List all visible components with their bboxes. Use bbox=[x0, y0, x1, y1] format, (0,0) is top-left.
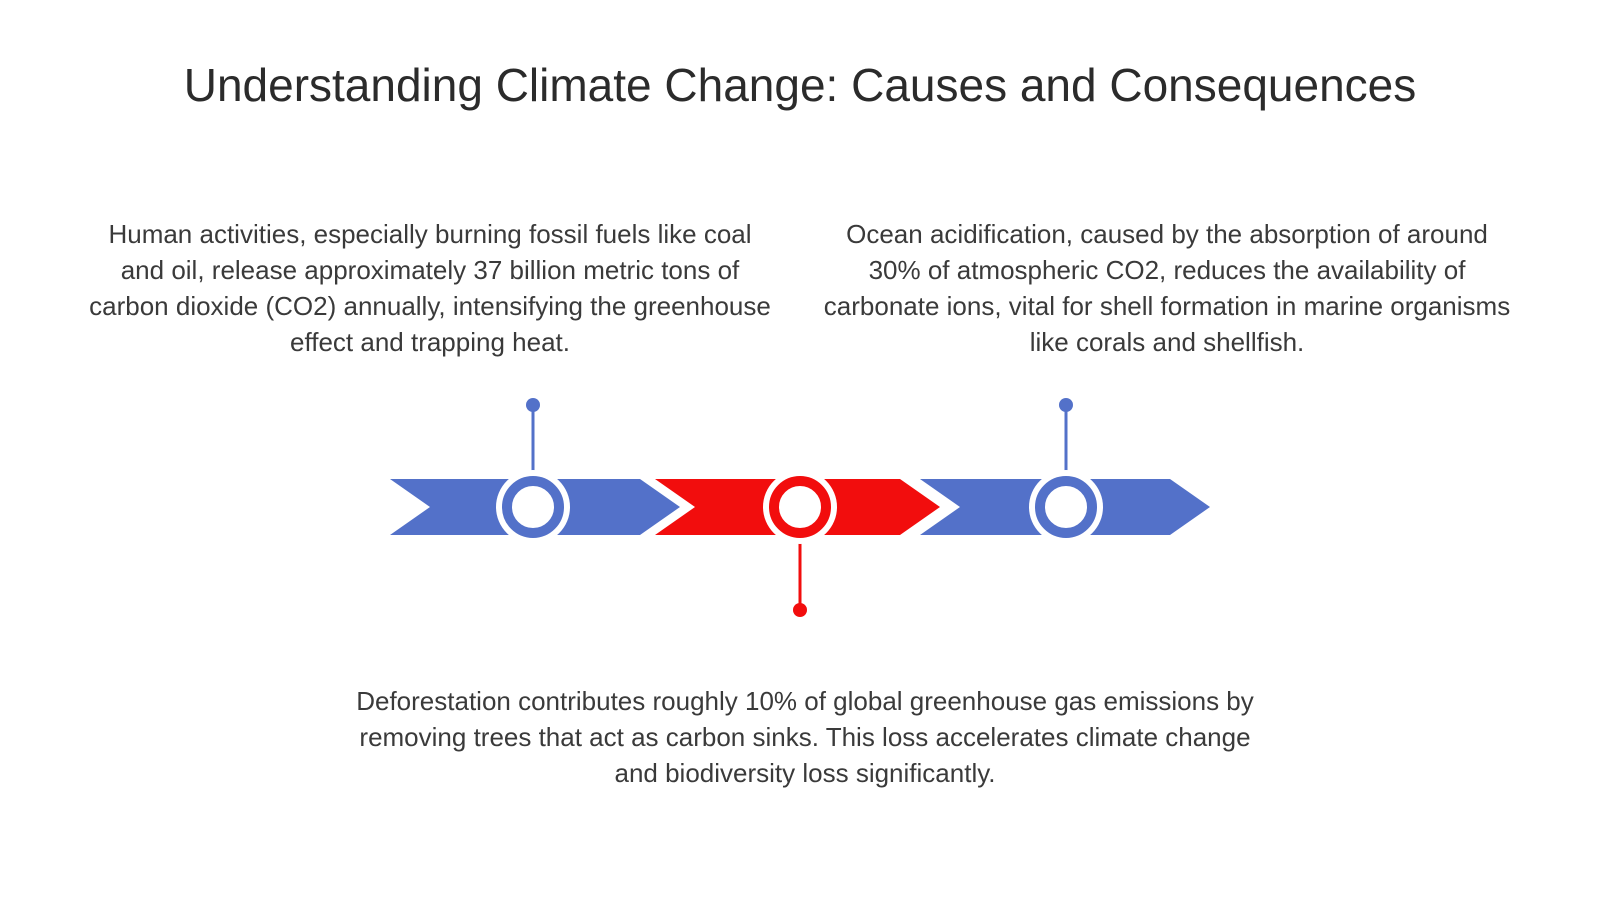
node bbox=[502, 476, 564, 538]
pin-dot bbox=[793, 603, 807, 617]
slide-title: Understanding Climate Change: Causes and… bbox=[183, 59, 1417, 111]
item-text: Human activities, especially burning fos… bbox=[89, 219, 771, 357]
pin-dot bbox=[1059, 398, 1073, 412]
item-text: Ocean acidification, caused by the absor… bbox=[823, 219, 1511, 357]
item-text: Deforestation contributes roughly 10% of… bbox=[356, 686, 1254, 788]
node bbox=[769, 476, 831, 538]
pin-dot bbox=[526, 398, 540, 412]
node bbox=[1035, 476, 1097, 538]
